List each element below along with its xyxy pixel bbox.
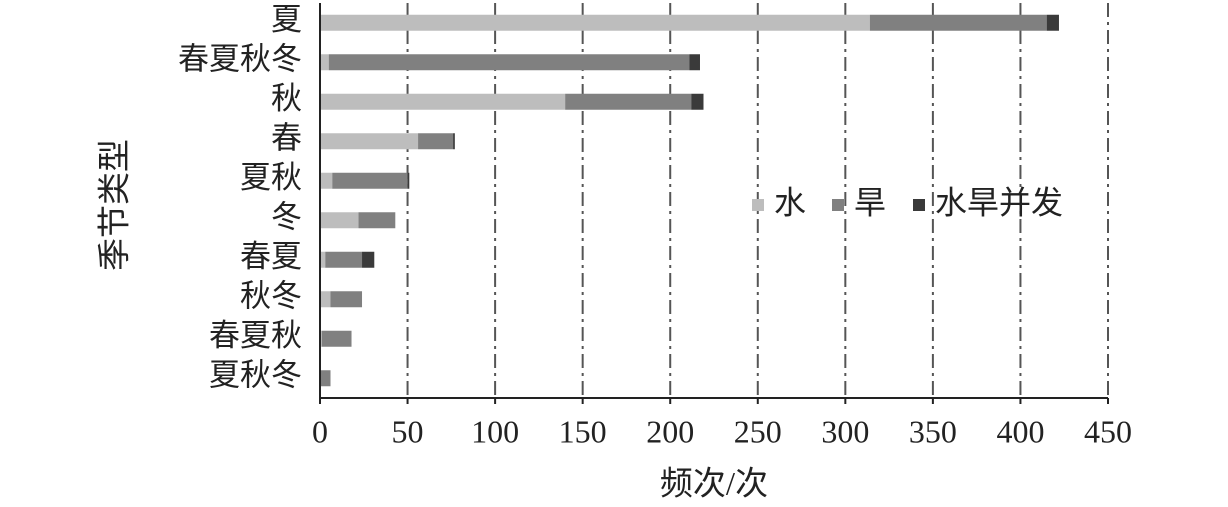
bar-segment [565, 93, 692, 110]
bar-segment [1046, 14, 1059, 31]
bar-segment [689, 54, 700, 71]
bar-segment [407, 172, 410, 189]
bar-segment [320, 291, 331, 308]
bar-segment [418, 133, 454, 150]
bar-segment [320, 172, 333, 189]
bar-segment [320, 14, 870, 31]
y-tick-label: 春夏 [240, 239, 302, 274]
x-tick-label: 400 [996, 413, 1044, 449]
x-tick-label: 50 [392, 413, 424, 449]
y-tick-label: 春夏秋 [209, 318, 302, 353]
x-tick-label: 300 [821, 413, 869, 449]
y-tick-label: 秋 [271, 81, 302, 116]
x-tick-label: 250 [734, 413, 782, 449]
bar-segment [869, 14, 1047, 31]
y-tick-label: 夏秋 [240, 160, 302, 195]
y-tick-label: 春 [271, 120, 302, 155]
bar-segment [321, 330, 352, 347]
legend-label: 水 [774, 184, 806, 220]
bar-segment [332, 172, 408, 189]
x-tick-label: 0 [312, 413, 328, 449]
legend-label: 水旱并发 [935, 184, 1063, 220]
y-tick-label: 夏秋冬 [209, 357, 302, 392]
bar-segment [358, 212, 396, 229]
bar-segment [691, 93, 704, 110]
bar-segment [320, 212, 359, 229]
bar-segment [320, 251, 326, 268]
bar-segment [320, 133, 419, 150]
y-tick-label: 冬 [271, 199, 302, 234]
legend-swatch [752, 199, 764, 211]
y-tick-label: 秋冬 [240, 278, 302, 313]
x-tick-label: 100 [471, 413, 519, 449]
bar-segment [328, 54, 690, 71]
x-tick-label: 350 [909, 413, 957, 449]
bar-segment [362, 251, 375, 268]
bar-segment [330, 291, 363, 308]
y-tick-label: 春夏秋冬 [178, 41, 302, 76]
bar-segment [320, 93, 566, 110]
bar-segment [320, 370, 331, 387]
y-tick-label: 夏 [271, 2, 302, 37]
legend-label: 旱 [854, 184, 886, 220]
bar-segment [320, 54, 329, 71]
x-tick-label: 450 [1084, 413, 1132, 449]
y-axis-title: 季节类型 [97, 139, 134, 271]
legend-swatch [913, 199, 925, 211]
x-tick-label: 150 [559, 413, 607, 449]
bar-segment [453, 133, 455, 150]
legend-swatch [832, 199, 844, 211]
bar-segment [325, 251, 363, 268]
x-axis-title: 频次/次 [660, 466, 768, 503]
x-tick-label: 200 [646, 413, 694, 449]
